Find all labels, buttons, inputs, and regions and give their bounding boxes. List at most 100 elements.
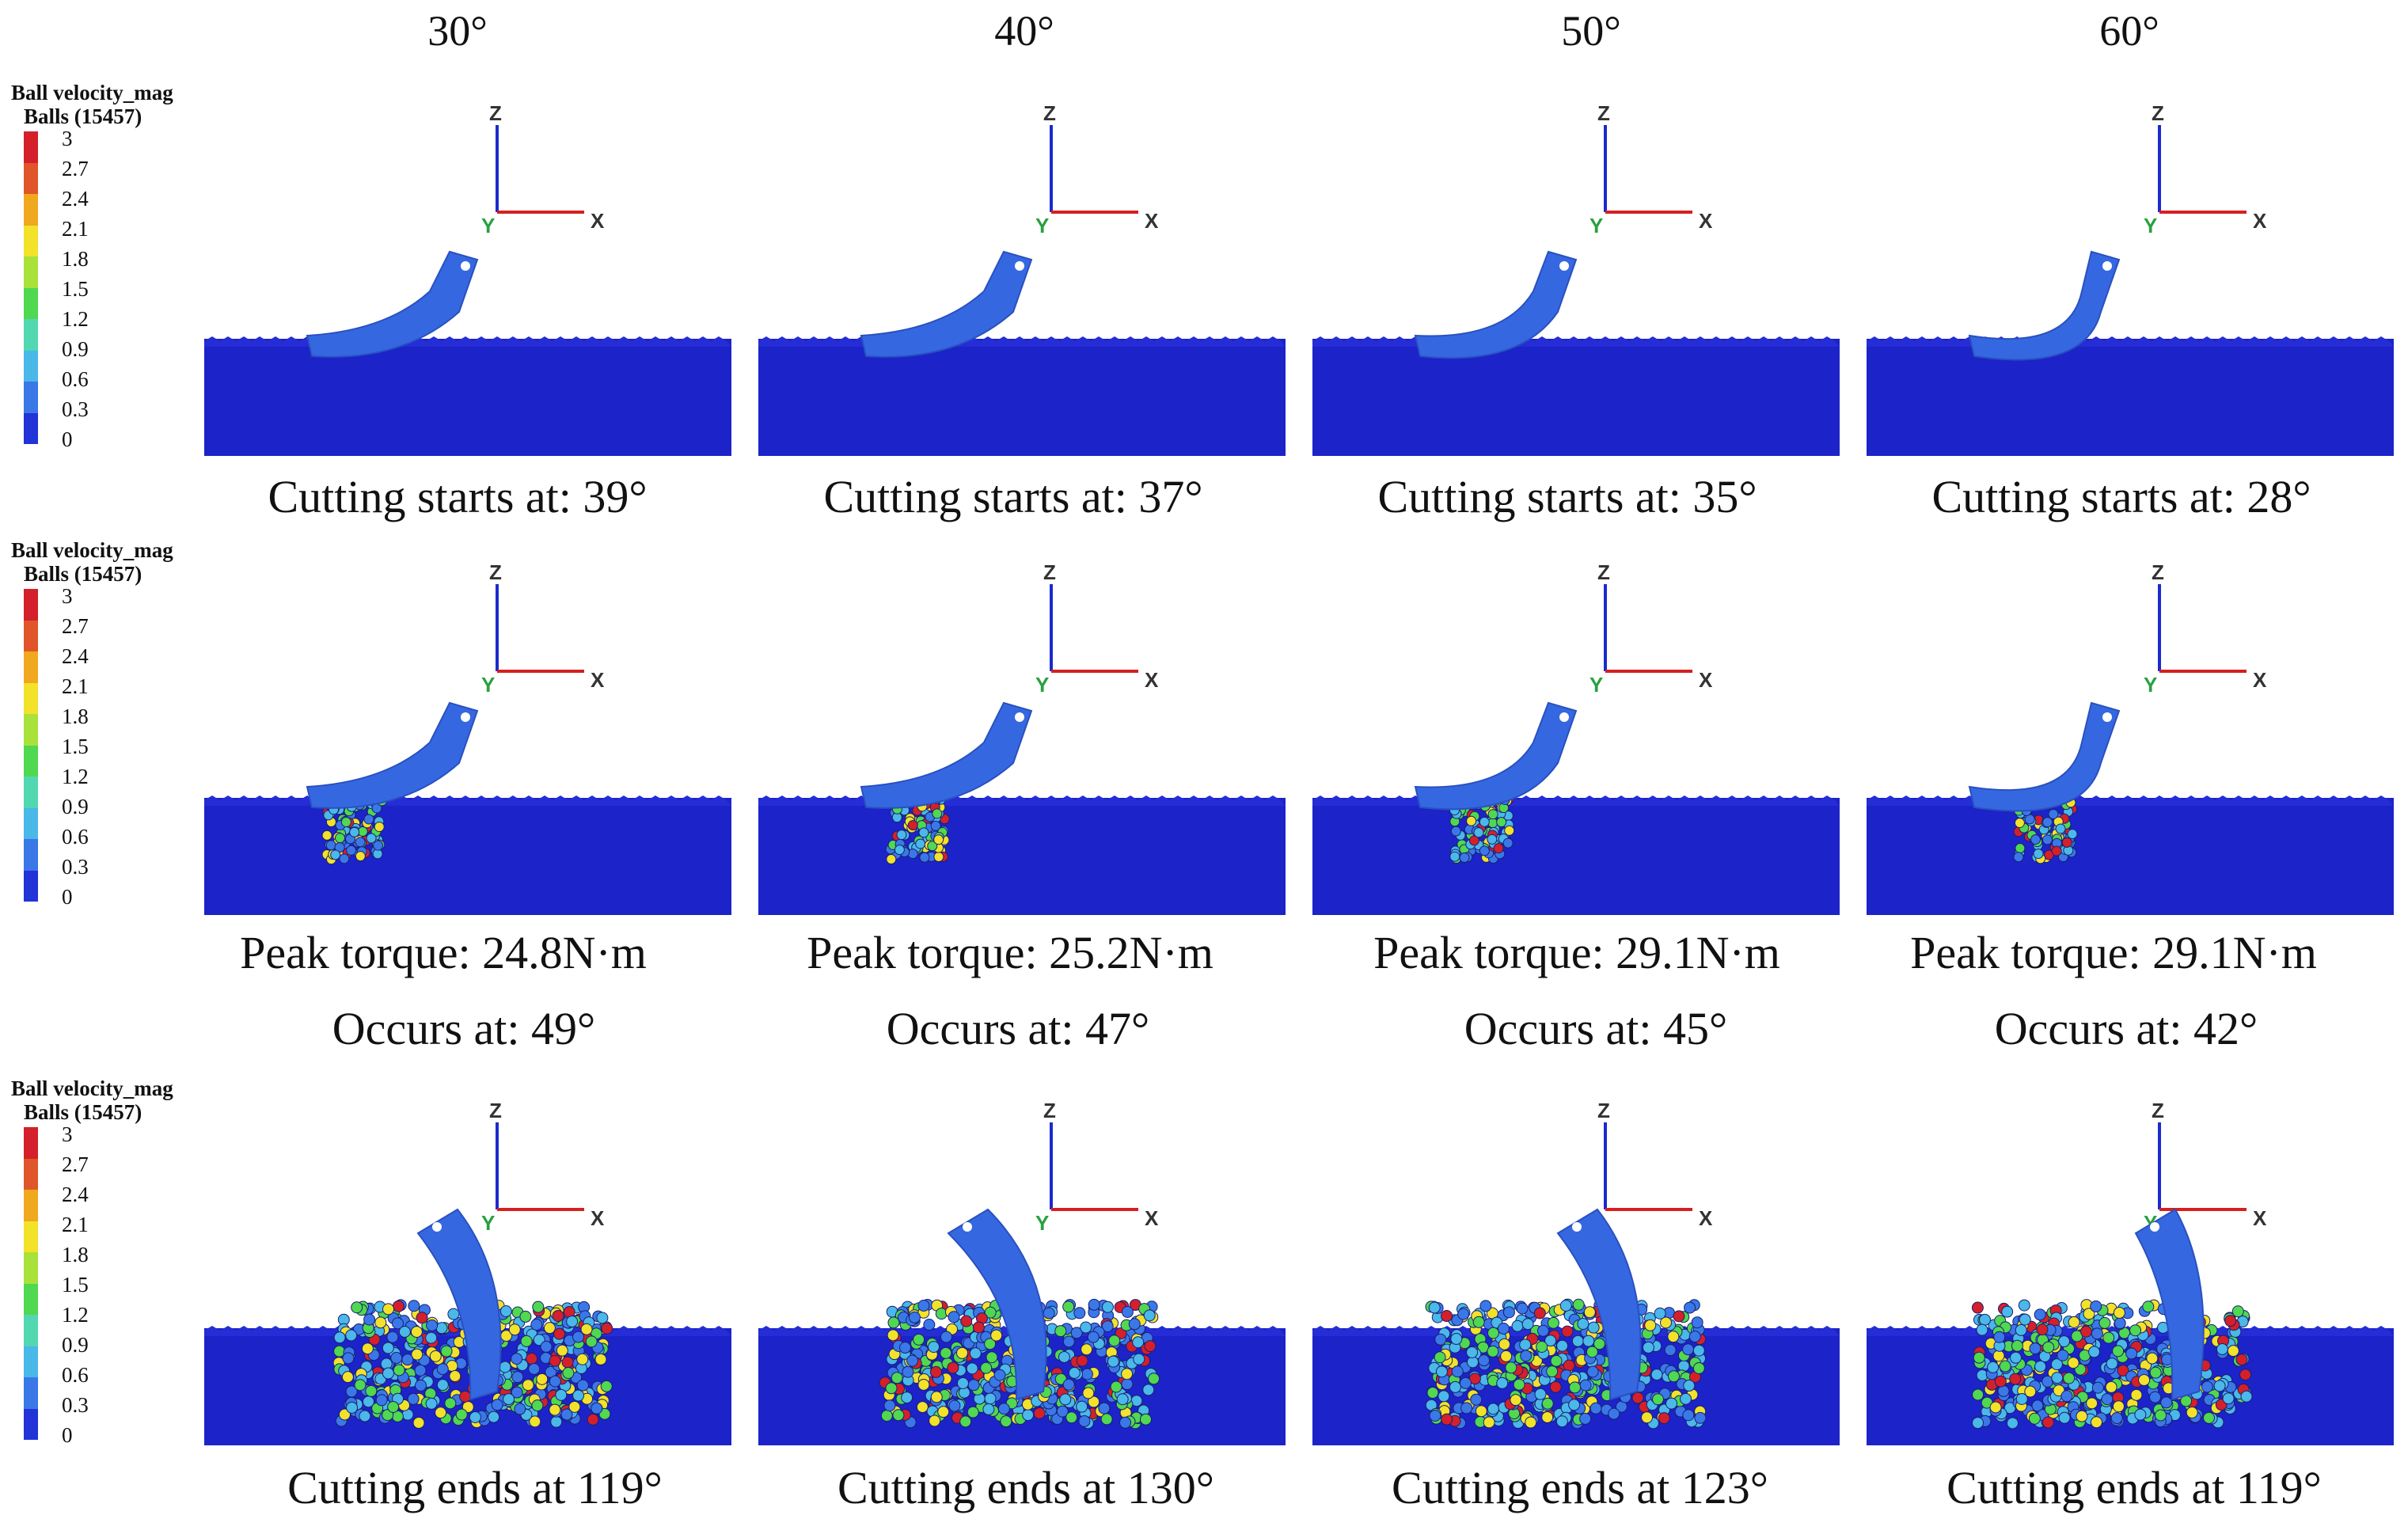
colorbar-segment — [24, 714, 38, 746]
velocity-legend-row3: Ball velocity_mag Balls (15457) 3 2.7 2.4 2… — [11, 1076, 209, 1447]
particle — [1496, 1376, 1509, 1389]
particle — [984, 1306, 997, 1319]
legend-tick-label: 1.5 — [62, 277, 89, 301]
particle — [1593, 1338, 1605, 1350]
legend-tick-label: 0.9 — [62, 1333, 89, 1357]
particle — [2068, 1316, 2080, 1328]
coordinate-axes: Z X Y — [481, 101, 605, 237]
caption-peak-torque-50: Peak torque: 29.1N·m — [1373, 927, 1780, 978]
particle — [366, 833, 377, 844]
colorbar-gradient — [24, 131, 38, 444]
particle — [887, 1316, 900, 1329]
particle — [1000, 1415, 1012, 1428]
coordinate-axes: Z X Y — [481, 560, 605, 697]
particle — [2034, 1308, 2046, 1321]
particle — [408, 1300, 420, 1312]
particle — [407, 1392, 420, 1405]
particle — [1142, 1384, 1155, 1396]
particle — [2222, 1392, 2235, 1405]
colorbar-segment — [24, 162, 38, 194]
particle — [916, 1401, 929, 1414]
colorbar-segment — [24, 1315, 38, 1346]
particle — [1555, 1415, 1568, 1428]
particle — [591, 1402, 603, 1414]
particle — [549, 1354, 561, 1367]
particle — [2048, 808, 2059, 819]
particle — [1479, 816, 1490, 827]
rotary-blade — [306, 701, 479, 809]
rotary-blade — [306, 250, 479, 358]
particle — [1466, 1346, 1479, 1358]
particle — [1073, 1307, 1086, 1319]
particle — [325, 840, 336, 851]
particle — [552, 1309, 564, 1322]
particle — [1101, 1320, 1114, 1333]
particle — [2125, 1347, 2138, 1360]
particle — [1544, 1335, 1557, 1347]
z-axis-label: Z — [1043, 1099, 1056, 1122]
caption-cutting-start-50: Cutting starts at: 35° — [1377, 471, 1757, 522]
particle — [1081, 1368, 1093, 1380]
caption-cutting-start-60: Cutting starts at: 28° — [1931, 471, 2311, 522]
legend-tick-label: 0 — [62, 1423, 73, 1447]
particle — [491, 1399, 503, 1411]
particle — [1504, 825, 1515, 836]
z-axis-label: Z — [1043, 101, 1056, 125]
colorbar-segment — [24, 776, 38, 808]
caption-cutting-end-40: Cutting ends at 130° — [837, 1462, 1214, 1513]
particle — [930, 1391, 943, 1403]
particle — [335, 833, 346, 844]
particle — [917, 1299, 930, 1312]
colorbar-segment — [24, 350, 38, 382]
colorbar-segment — [24, 412, 38, 444]
particle — [2088, 1346, 2101, 1358]
particle — [2231, 1305, 2244, 1318]
particle — [1460, 1402, 1473, 1414]
soil-body — [758, 339, 1286, 456]
disturbed-particles — [1425, 1298, 1707, 1430]
z-axis-label: Z — [2152, 1099, 2164, 1122]
colorbar-segment — [24, 839, 38, 871]
blade-mount-hole — [1015, 712, 1024, 722]
particle — [1976, 1323, 1988, 1336]
soil-bin — [758, 795, 1286, 915]
rotary-blade — [947, 1208, 1047, 1401]
particle — [391, 1317, 404, 1330]
blade-body — [860, 701, 1033, 809]
z-axis-label: Z — [1597, 560, 1610, 584]
particle — [1487, 1345, 1499, 1357]
particle — [1541, 1397, 1554, 1410]
x-axis-label: X — [1145, 668, 1159, 692]
x-axis-label: X — [1699, 209, 1713, 233]
particle — [529, 1415, 541, 1428]
particle — [390, 1352, 403, 1365]
particle — [2079, 1325, 2092, 1338]
particle — [2149, 1391, 2162, 1403]
particle — [1642, 1341, 1654, 1354]
particle — [1098, 1402, 1111, 1414]
particle — [2009, 1373, 2022, 1385]
particle — [2042, 1341, 2055, 1354]
particle — [1682, 1409, 1695, 1422]
particle — [469, 1411, 481, 1423]
particle — [2138, 1374, 2151, 1387]
particle — [436, 1363, 449, 1376]
particle — [1684, 1301, 1696, 1314]
particle — [436, 1379, 449, 1392]
particle — [414, 1364, 427, 1376]
particle — [1682, 1343, 1695, 1356]
rotary-blade — [1968, 250, 2121, 361]
particle — [2106, 1357, 2118, 1370]
particle — [917, 1378, 930, 1391]
particle — [907, 849, 918, 860]
x-axis-label: X — [1145, 1206, 1159, 1230]
particle — [355, 851, 366, 862]
particle — [1479, 1300, 1492, 1312]
particle — [2057, 1349, 2069, 1361]
particle — [398, 1325, 411, 1338]
y-axis-label: Y — [481, 1211, 495, 1235]
legend-tick-label: 1.2 — [62, 765, 89, 788]
particle — [1999, 1360, 2011, 1373]
rotary-blade — [2134, 1208, 2205, 1401]
particle — [1587, 1321, 1600, 1334]
